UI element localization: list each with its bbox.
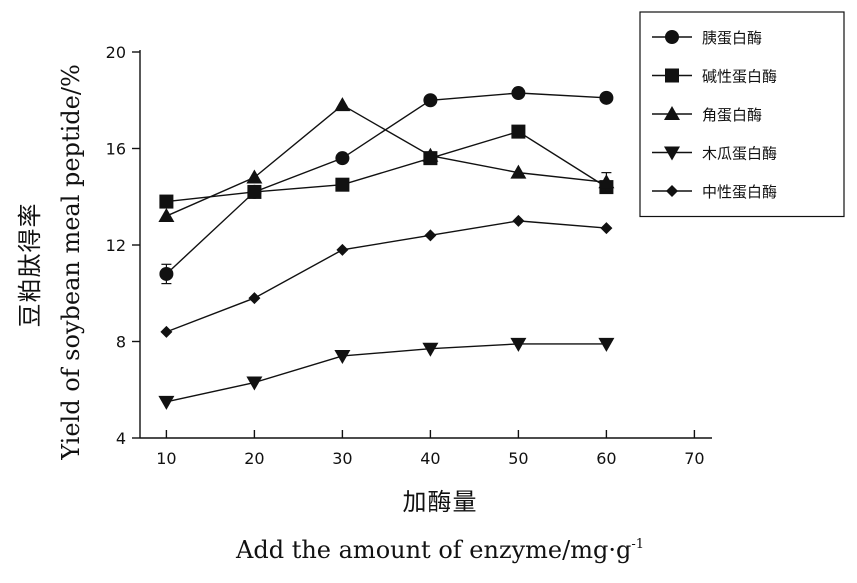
- y-axis-title: Yield of soybean meal peptide/%: [57, 64, 85, 461]
- series-4: [158, 337, 615, 410]
- data-point: [335, 151, 350, 166]
- series-line: [166, 104, 607, 217]
- x-tick-label: 10: [156, 449, 176, 468]
- x-tick-label: 20: [244, 449, 264, 468]
- legend-marker: [665, 30, 679, 44]
- series-3: [158, 97, 615, 223]
- series: [158, 86, 615, 410]
- series-5: [160, 214, 613, 338]
- y-axis-title-cn: 豆粕肽得率: [16, 203, 44, 328]
- x-tick-label: 60: [596, 449, 616, 468]
- data-point: [600, 222, 613, 235]
- legend-label: 胰蛋白酶: [702, 29, 762, 47]
- data-point: [159, 194, 174, 209]
- data-point: [335, 177, 350, 192]
- data-point: [599, 90, 614, 105]
- data-point: [511, 86, 526, 101]
- series-line: [166, 220, 607, 333]
- data-point: [424, 229, 437, 242]
- series-2: [159, 124, 614, 209]
- x-tick-label: 40: [420, 449, 440, 468]
- legend-marker: [665, 68, 679, 83]
- x-axis-title-sup: -1: [631, 537, 644, 552]
- series-line: [166, 343, 607, 403]
- data-point: [158, 208, 175, 223]
- data-point: [336, 243, 349, 256]
- data-point: [246, 169, 263, 184]
- data-point: [158, 395, 175, 410]
- x-axis-title: Add the amount of enzyme/mg·g-1: [235, 536, 644, 564]
- y-tick-label: 8: [116, 333, 126, 352]
- x-tick-label: 50: [508, 449, 528, 468]
- y-tick-label: 16: [106, 140, 126, 159]
- legend-marker: [664, 146, 680, 161]
- data-point: [512, 214, 525, 227]
- data-point: [510, 337, 527, 352]
- data-point: [510, 164, 527, 179]
- data-point: [598, 174, 615, 189]
- legend-marker: [664, 106, 680, 120]
- data-point: [334, 349, 351, 364]
- legend-marker: [666, 185, 678, 197]
- legend-label: 中性蛋白酶: [702, 183, 777, 201]
- data-point: [246, 376, 263, 391]
- data-point: [159, 266, 174, 281]
- x-axis-title-text: Add the amount of enzyme/mg·g: [235, 536, 631, 564]
- data-point: [422, 147, 439, 162]
- x-axis-title-cn: 加酶量: [403, 488, 478, 516]
- y-tick-label: 4: [116, 429, 126, 448]
- x-tick-label: 30: [332, 449, 352, 468]
- series-line: [166, 130, 607, 203]
- data-point: [248, 292, 261, 305]
- data-point: [598, 337, 615, 352]
- data-point: [511, 124, 526, 139]
- data-point: [422, 342, 439, 357]
- y-tick-label: 12: [106, 236, 126, 255]
- legend-label: 角蛋白酶: [702, 106, 762, 124]
- data-point: [247, 184, 262, 199]
- data-point: [160, 325, 173, 338]
- legend-entry: 角蛋白酶: [652, 106, 762, 124]
- legend-entry: 中性蛋白酶: [652, 183, 777, 201]
- series-1: [159, 86, 614, 285]
- data-point: [334, 97, 351, 112]
- y-tick-label: 20: [106, 43, 126, 62]
- legend-entry: 木瓜蛋白酶: [652, 145, 777, 163]
- legend-entry: 胰蛋白酶: [652, 29, 762, 47]
- axes: [139, 50, 712, 439]
- legend-entry: 碱性蛋白酶: [652, 68, 777, 86]
- x-tick-label: 70: [684, 449, 704, 468]
- legend-label: 木瓜蛋白酶: [702, 145, 777, 163]
- data-point: [423, 93, 438, 108]
- ticks: 4 8 12 16 20 10 20 30 40 50 60 70: [106, 43, 705, 468]
- series-line: [165, 92, 607, 275]
- legend-label: 碱性蛋白酶: [702, 68, 777, 86]
